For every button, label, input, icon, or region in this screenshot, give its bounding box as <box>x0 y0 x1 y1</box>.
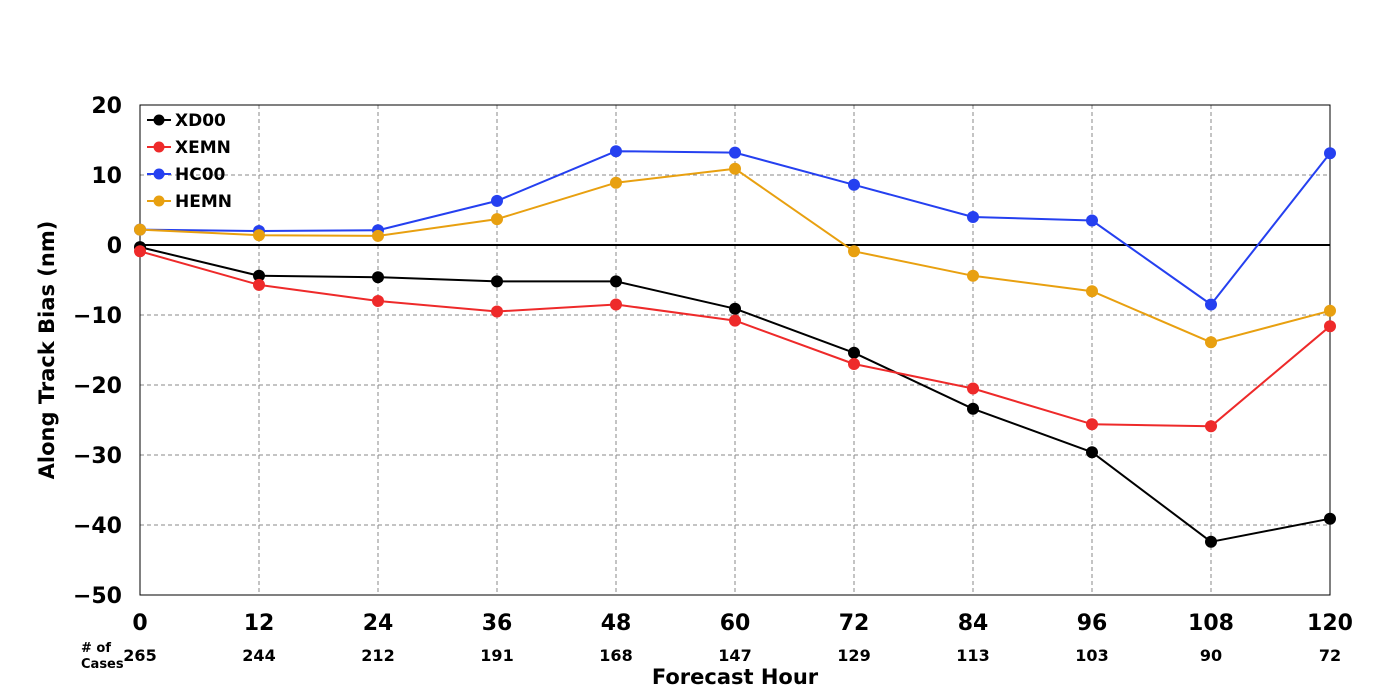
case-count: 212 <box>361 646 394 665</box>
data-point-hc00 <box>729 146 741 159</box>
case-count: 191 <box>480 646 513 665</box>
data-point-hc00 <box>610 145 622 158</box>
data-point-hc00 <box>848 178 860 191</box>
case-count: 244 <box>242 646 275 665</box>
data-point-xemn <box>610 298 622 311</box>
data-point-xemn <box>967 382 979 395</box>
legend-label: XD00 <box>175 111 226 131</box>
legend-label: HEMN <box>175 192 232 212</box>
y-axis-title: Along Track Bias (nm) <box>35 221 59 480</box>
data-point-xemn <box>848 358 860 370</box>
x-tick-label: 108 <box>1188 611 1234 636</box>
data-point-xd00 <box>253 269 265 282</box>
data-point-hemn <box>491 213 503 226</box>
data-point-xemn <box>1324 320 1336 333</box>
case-count: 113 <box>956 646 989 665</box>
legend-marker <box>153 168 165 180</box>
x-tick-label: 36 <box>482 611 513 636</box>
data-point-xemn <box>372 295 384 307</box>
y-tick-label: −40 <box>73 514 122 539</box>
case-count: 129 <box>837 646 870 665</box>
data-point-hemn <box>253 229 265 242</box>
y-tick-label: −10 <box>73 304 122 329</box>
legend-marker <box>153 114 165 126</box>
data-point-hc00 <box>1086 214 1098 227</box>
x-tick-label: 120 <box>1307 611 1353 636</box>
data-point-xemn <box>1086 418 1098 431</box>
cases-label-bottom: Cases <box>81 657 124 672</box>
data-point-hc00 <box>1324 147 1336 160</box>
legend-entry-hemn: HEMN <box>147 192 232 212</box>
x-tick-label: 24 <box>363 611 394 636</box>
cases-label-top: # of <box>81 641 111 656</box>
y-tick-label: −50 <box>73 584 122 609</box>
x-axis-title: Forecast Hour <box>652 665 819 689</box>
y-tick-label: 0 <box>107 234 122 259</box>
case-count: 103 <box>1075 646 1108 665</box>
data-point-xemn <box>729 314 741 327</box>
x-tick-label: 84 <box>958 611 989 636</box>
data-point-hemn <box>1324 304 1336 317</box>
data-point-hemn <box>372 229 384 242</box>
y-tick-label: 10 <box>91 164 122 189</box>
data-point-xd00 <box>1205 535 1217 548</box>
legend-entry-hc00: HC00 <box>147 165 226 185</box>
data-point-xd00 <box>372 271 384 284</box>
data-point-xd00 <box>848 346 860 359</box>
legend-entry-xemn: XEMN <box>147 138 231 158</box>
case-count: 265 <box>123 646 156 665</box>
data-point-xd00 <box>1324 512 1336 525</box>
data-point-hemn <box>134 223 146 236</box>
data-point-xemn <box>134 245 146 258</box>
data-point-hemn <box>1086 285 1098 298</box>
series-xemn <box>134 245 1336 433</box>
legend-label: XEMN <box>175 138 231 158</box>
data-point-hc00 <box>491 194 503 207</box>
plot-frame <box>139 104 1331 596</box>
x-tick-label: 48 <box>601 611 632 636</box>
data-point-hemn <box>610 176 622 189</box>
series-hemn <box>134 162 1336 349</box>
ticks: 20 10 0 −10 −20 −30 −40 −50 0 12 24 36 48 60 72 84 96 108… <box>73 94 1353 665</box>
data-point-hemn <box>967 269 979 282</box>
x-tick-label: 12 <box>244 611 275 636</box>
data-point-xd00 <box>610 275 622 288</box>
legend-label: HC00 <box>175 165 226 185</box>
y-tick-label: −20 <box>73 374 122 399</box>
data-point-hemn <box>848 245 860 258</box>
legend-entry-xd00: XD00 <box>147 111 226 131</box>
legend-marker <box>153 141 165 153</box>
series-layer <box>134 145 1336 548</box>
data-point-xemn <box>491 305 503 318</box>
data-point-xemn <box>253 278 265 291</box>
data-point-xd00 <box>1086 446 1098 459</box>
data-point-xd00 <box>729 302 741 315</box>
x-tick-label: 60 <box>720 611 751 636</box>
data-point-xd00 <box>967 402 979 415</box>
data-point-hc00 <box>1205 298 1217 311</box>
y-tick-label: 20 <box>91 94 122 119</box>
x-tick-label: 96 <box>1077 611 1108 636</box>
legend: XD00 XEMN HC00 HEMN <box>147 111 232 212</box>
series-xd00 <box>134 241 1336 548</box>
case-count: 147 <box>718 646 751 665</box>
case-count: 72 <box>1319 646 1341 665</box>
x-tick-label: 72 <box>839 611 870 636</box>
data-point-hc00 <box>967 211 979 223</box>
data-point-hemn <box>729 162 741 175</box>
case-count: 168 <box>599 646 632 665</box>
case-count: 90 <box>1200 646 1222 665</box>
data-point-xd00 <box>491 275 503 288</box>
y-tick-label: −30 <box>73 444 122 469</box>
axes <box>139 104 1331 596</box>
data-point-xemn <box>1205 420 1217 433</box>
legend-marker <box>153 195 165 207</box>
x-tick-label: 0 <box>132 611 147 636</box>
data-point-hemn <box>1205 336 1217 349</box>
